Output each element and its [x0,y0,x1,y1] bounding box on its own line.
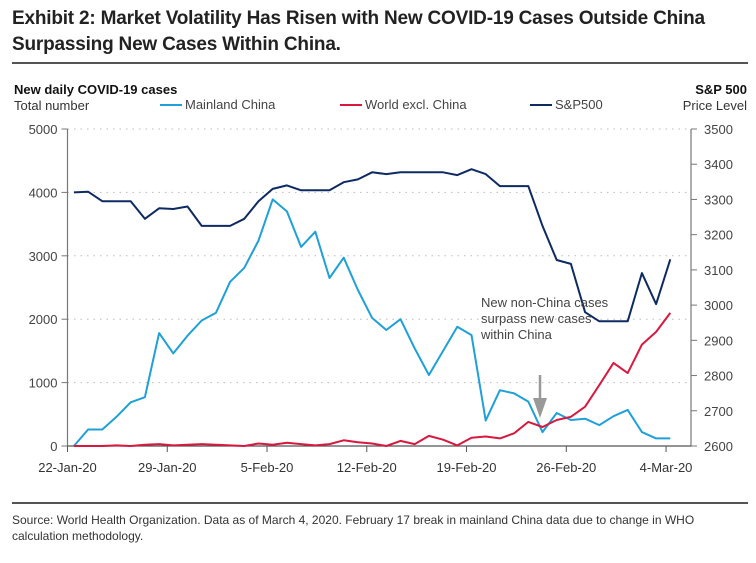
right-tick-label: 2900 [704,333,733,348]
annotation-line: within China [480,327,553,342]
annotation-arrow-head [533,398,547,418]
legend-label: S&P500 [555,97,603,112]
x-tick-label: 5-Feb-20 [241,460,294,475]
legend-swatch [340,103,362,106]
source-note: Source: World Health Organization. Data … [12,513,695,543]
annotation-line: surpass new cases [481,311,592,326]
footer-divider [12,502,748,504]
right-tick-label: 2800 [704,369,733,384]
right-tick-label: 3300 [704,192,733,207]
legend-swatch [530,103,552,106]
x-tick-label: 19-Feb-20 [437,460,497,475]
annotation-line: New non-China cases [481,295,609,310]
left-axis-title: New daily COVID-19 cases [14,82,178,97]
right-tick-label: 3100 [704,263,733,278]
series-line-s-p500 [73,168,672,323]
right-tick-label: 3400 [704,157,733,172]
series-line-mainland-china [73,198,671,447]
x-tick-label: 29-Jan-20 [138,460,197,475]
left-tick-label: 0 [50,439,57,454]
left-tick-label: 1000 [29,376,58,391]
title-divider [12,62,748,64]
right-axis-subtitle: Price Level [682,98,747,113]
legend-swatch [160,103,182,106]
right-tick-label: 3500 [704,122,733,137]
left-tick-label: 2000 [29,312,58,327]
right-tick-label: 2700 [704,404,733,419]
x-tick-label: 4-Mar-20 [640,460,693,475]
exhibit-title: Exhibit 2: Market Volatility Has Risen w… [12,8,705,55]
legend-item-sp500: S&P500 [530,97,603,112]
series-line-world-excl-china [73,312,672,447]
x-tick-label: 22-Jan-20 [38,460,97,475]
legend-label: Mainland China [185,97,276,112]
right-axis-title: S&P 500 [695,82,747,97]
left-tick-label: 5000 [29,122,58,137]
left-axis-subtitle: Total number [14,98,90,113]
right-tick-label: 2600 [704,439,733,454]
annotation-text: New non-China cases surpass new cases with… [480,295,609,342]
x-tick-label: 12-Feb-20 [337,460,397,475]
legend-item-mainland-china: Mainland China [160,97,275,112]
legend-label: World excl. China [365,97,467,112]
right-tick-label: 3200 [704,228,733,243]
x-tick-label: 26-Feb-20 [536,460,596,475]
legend-item-world-excl-china: World excl. China [340,97,467,112]
right-tick-label: 3000 [704,298,733,313]
left-tick-label: 4000 [29,185,58,200]
left-tick-label: 3000 [29,249,58,264]
